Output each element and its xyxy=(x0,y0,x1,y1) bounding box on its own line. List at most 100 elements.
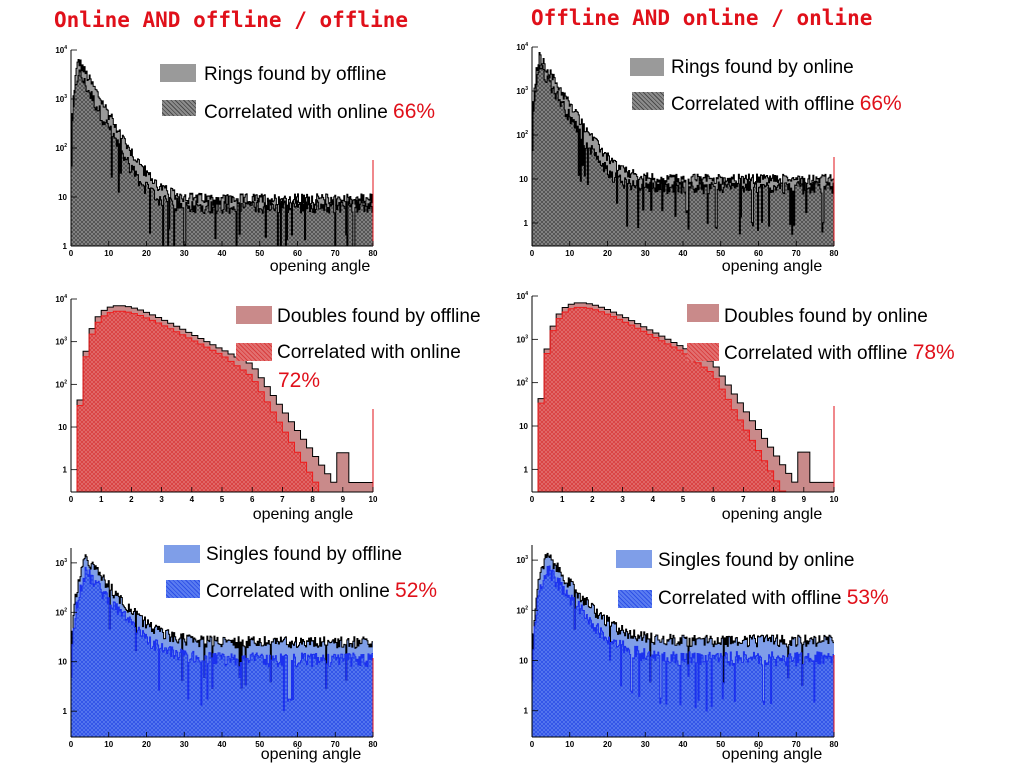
x-tick-label: 5 xyxy=(220,495,225,504)
histogram-panel-doubles-online: 0 1 2 3 4 5 6 7 8 9 10 1 10 102 103 104 opening angle xyxy=(516,291,839,523)
legend-corr-text: Correlated with online xyxy=(206,581,390,602)
legend-rings-corr-online: Correlated with online 66% xyxy=(204,101,435,124)
x-tick-label: 6 xyxy=(711,495,716,504)
x-tick-label: 1 xyxy=(560,495,565,504)
x-tick-label: 2 xyxy=(590,495,595,504)
y-tick-label: 1 xyxy=(63,707,68,716)
x-tick-label: 5 xyxy=(681,495,686,504)
x-tick-label: 4 xyxy=(651,495,656,504)
legend-swatch-rings-corr xyxy=(162,100,196,116)
x-tick-label: 20 xyxy=(603,740,612,749)
x-tick-label: 10 xyxy=(104,249,113,258)
legend-swatch-rings-found xyxy=(160,64,196,82)
series-found-line xyxy=(70,554,373,737)
x-tick-label: 40 xyxy=(679,249,688,258)
series-correlated-line xyxy=(71,310,373,493)
y-tick-label: 10 xyxy=(58,193,67,202)
x-tick-label: 3 xyxy=(620,495,625,504)
legend-swatch-doubles-corr xyxy=(236,343,272,361)
legend-pct: 66% xyxy=(393,100,436,123)
series-correlated-line xyxy=(531,64,834,246)
legend-doubles-corr-online: Correlated with online xyxy=(277,342,461,363)
x-tick-label: 8 xyxy=(310,495,315,504)
y-tick-label: 104 xyxy=(55,294,67,304)
legend-singles-found-online: Singles found by online xyxy=(658,550,855,571)
y-tick-label: 103 xyxy=(516,334,528,344)
x-tick-label: 4 xyxy=(190,495,195,504)
x-tick-label: 70 xyxy=(792,740,801,749)
x-tick-label: 30 xyxy=(641,740,650,749)
x-tick-label: 0 xyxy=(530,495,535,504)
y-tick-label: 102 xyxy=(516,378,528,388)
x-tick-label: 10 xyxy=(565,740,574,749)
y-tick-label: 10 xyxy=(519,422,528,431)
legend-pct: 66% xyxy=(859,92,902,115)
x-tick-label: 8 xyxy=(771,495,776,504)
x-tick-label: 0 xyxy=(69,740,74,749)
legend-swatch-doubles-corr xyxy=(687,343,719,361)
x-tick-label: 70 xyxy=(792,249,801,258)
x-tick-label: 70 xyxy=(331,740,340,749)
legend-doubles-found-offline: Doubles found by offline xyxy=(277,306,481,327)
x-tick-label: 70 xyxy=(331,249,340,258)
x-tick-label: 2 xyxy=(129,495,134,504)
x-tick-label: 7 xyxy=(280,495,285,504)
legend-singles-corr-online: Correlated with online 52% xyxy=(206,580,437,603)
y-tick-label: 103 xyxy=(55,337,67,347)
x-axis-label: opening angle xyxy=(722,746,823,763)
legend-rings-found-online: Rings found by online xyxy=(671,57,854,78)
y-tick-label: 10 xyxy=(519,175,528,184)
legend-swatch-rings-corr xyxy=(632,92,664,110)
x-tick-label: 60 xyxy=(293,249,302,258)
y-tick-label: 103 xyxy=(55,94,67,104)
x-tick-label: 9 xyxy=(802,495,807,504)
x-axis-label: opening angle xyxy=(261,746,362,763)
series-found-line xyxy=(71,305,373,493)
y-tick-label: 103 xyxy=(55,558,67,568)
x-tick-label: 7 xyxy=(741,495,746,504)
x-tick-label: 0 xyxy=(69,249,74,258)
legend-doubles-corr-offline: Correlated with offline 78% xyxy=(724,342,955,365)
series-found-line xyxy=(532,302,834,493)
title-right: Offline AND online / online xyxy=(531,6,873,30)
y-tick-label: 1 xyxy=(524,219,529,228)
x-tick-label: 40 xyxy=(218,249,227,258)
x-tick-label: 50 xyxy=(255,249,264,258)
x-tick-label: 20 xyxy=(142,249,151,258)
y-tick-label: 1 xyxy=(63,242,68,251)
histogram-panel-singles-online: 0 10 20 30 40 50 60 70 80 1 10 102 103 opening angle xyxy=(516,545,839,763)
legend-swatch-singles-corr xyxy=(166,580,200,598)
x-tick-label: 30 xyxy=(180,740,189,749)
legend-pct: 78% xyxy=(912,341,955,364)
y-tick-label: 102 xyxy=(55,379,67,389)
x-tick-label: 0 xyxy=(69,495,74,504)
legend-pct: 72% xyxy=(278,369,321,392)
x-axis-label: opening angle xyxy=(270,258,371,275)
y-tick-label: 102 xyxy=(55,607,67,617)
x-tick-label: 10 xyxy=(369,495,378,504)
y-tick-label: 102 xyxy=(516,130,528,140)
legend-singles-found-offline: Singles found by offline xyxy=(206,544,403,565)
legend-swatch-singles-found xyxy=(164,545,200,563)
series-correlated-line xyxy=(531,565,834,737)
x-axis-label: opening angle xyxy=(722,258,823,275)
series-correlated-area xyxy=(71,69,373,246)
y-tick-label: 10 xyxy=(58,423,67,432)
x-tick-label: 3 xyxy=(159,495,164,504)
x-axis-label: opening angle xyxy=(722,506,823,523)
x-tick-label: 10 xyxy=(830,495,839,504)
x-tick-label: 60 xyxy=(754,740,763,749)
x-tick-label: 80 xyxy=(830,740,839,749)
x-tick-label: 30 xyxy=(641,249,650,258)
series-correlated-line xyxy=(70,566,373,737)
series-correlated-area xyxy=(532,566,834,737)
x-tick-label: 40 xyxy=(218,740,227,749)
y-tick-label: 1 xyxy=(524,707,529,716)
legend-swatch-doubles-found xyxy=(236,306,272,324)
series-found-line xyxy=(531,552,834,737)
series-correlated-line xyxy=(532,306,834,493)
y-tick-label: 104 xyxy=(55,45,67,55)
x-tick-label: 40 xyxy=(679,740,688,749)
x-tick-label: 10 xyxy=(104,740,113,749)
